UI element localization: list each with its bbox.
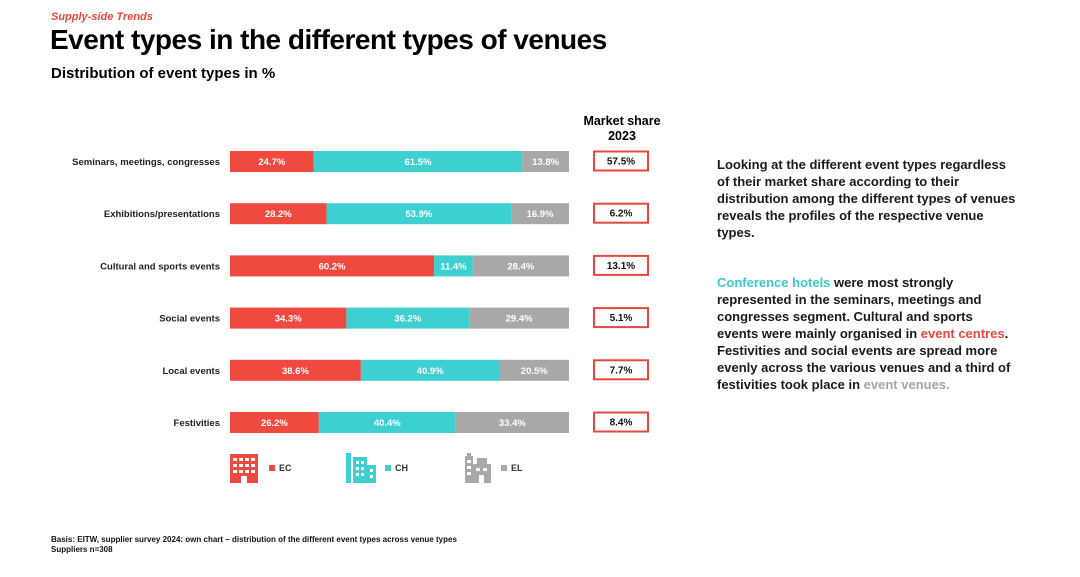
bar-ec-local <box>230 359 361 381</box>
data-label-ec-exhibitions: 28.2% <box>265 209 292 220</box>
bar-ec-exhibitions <box>230 203 327 225</box>
highlight-event-centres: event centres <box>920 326 1005 341</box>
data-label-el-cultural-sports: 28.4% <box>507 261 534 272</box>
market-share-value-festivities: 8.4% <box>610 418 633 429</box>
event-centre-building-icon <box>230 454 258 483</box>
market-share-header-line1: Market share <box>583 114 661 128</box>
data-label-ec-festivities: 26.2% <box>261 418 288 429</box>
legend-label-ch: CH <box>385 463 408 473</box>
bar-ec-cultural-sports <box>230 255 435 277</box>
market-share-value-cultural-sports: 13.1% <box>607 261 635 272</box>
legend-label-el: EL <box>501 463 523 473</box>
data-label-ch-exhibitions: 53.9% <box>405 209 432 220</box>
data-label-el-seminars: 13.8% <box>532 157 559 168</box>
category-label-festivities: Festivities <box>174 418 220 429</box>
source-footnote: Basis: EITW, supplier survey 2024: own c… <box>51 535 457 555</box>
market-share-header-line2: 2023 <box>608 129 636 143</box>
data-label-ch-social: 36.2% <box>394 314 421 325</box>
data-label-el-social: 29.4% <box>506 314 533 325</box>
legend-swatch-ch <box>385 464 391 471</box>
event-location-building-icon <box>465 453 491 483</box>
paragraph-text: . Festivities and social events are spre… <box>717 326 1011 392</box>
data-label-el-exhibitions: 16.9% <box>527 209 554 220</box>
bar-ch-festivities <box>318 412 456 433</box>
description-paragraph-1: Looking at the different event types reg… <box>717 157 1016 240</box>
page-title: Event types in the different types of ve… <box>50 24 607 55</box>
bar-ch-exhibitions <box>326 203 512 225</box>
category-label-seminars: Seminars, meetings, congresses <box>72 157 220 168</box>
highlight-event-venues: event venues. <box>863 377 950 392</box>
conference-hotel-building-icon <box>346 453 376 483</box>
data-label-ec-local: 38.6% <box>282 366 309 377</box>
market-share-value-seminars: 57.5% <box>607 157 635 168</box>
data-label-ec-social: 34.3% <box>275 314 302 325</box>
bar-el-festivities <box>455 412 569 433</box>
bar-ch-local <box>360 359 500 381</box>
data-label-el-festivities: 33.4% <box>499 418 526 429</box>
legend-item-el: EL <box>463 452 553 484</box>
market-share-box-local <box>593 359 649 381</box>
bar-el-cultural-sports <box>472 255 569 277</box>
legend-item-ch: CH <box>345 452 435 484</box>
legend-text-ch: CH <box>395 463 408 473</box>
category-label-local: Local events <box>162 366 220 377</box>
market-share-box-exhibitions <box>593 202 649 224</box>
footnote-line-2: Suppliers n=308 <box>51 545 113 554</box>
bar-el-exhibitions <box>511 203 569 225</box>
stacked-bar-chart: Seminars, meetings, congresses 24.7% 61.5%… <box>72 150 649 433</box>
chart-subtitle: Distribution of event types in % <box>51 65 276 82</box>
data-label-ch-local: 40.9% <box>417 366 444 377</box>
bar-ec-festivities <box>230 412 319 433</box>
data-label-ec-seminars: 24.7% <box>258 157 285 168</box>
data-label-el-local: 20.5% <box>521 366 548 377</box>
market-share-box-festivities <box>593 411 649 433</box>
bar-ch-social <box>346 307 470 329</box>
legend-swatch-ec <box>269 464 275 471</box>
market-share-value-local: 7.7% <box>610 365 633 376</box>
market-share-box-cultural-sports <box>593 254 649 276</box>
bar-ec-social <box>230 307 347 329</box>
bar-ec-seminars <box>230 151 314 172</box>
description-paragraph-2: Conference hotels were most strongly rep… <box>717 274 1017 393</box>
legend-swatch-el <box>501 464 507 471</box>
highlight-conference-hotels: Conference hotels <box>717 275 831 290</box>
bar-el-seminars <box>522 151 569 172</box>
section-kicker: Supply-side Trends <box>51 11 153 23</box>
category-label-cultural-sports: Cultural and sports events <box>100 261 220 272</box>
legend-label-ec: EC <box>269 463 292 473</box>
bar-el-local <box>499 359 569 381</box>
data-label-ch-cultural-sports: 11.4% <box>440 261 467 272</box>
data-label-ch-festivities: 40.4% <box>374 418 401 429</box>
market-share-value-social: 5.1% <box>610 313 633 324</box>
bar-el-social <box>469 307 569 329</box>
category-label-social: Social events <box>159 314 220 325</box>
category-label-exhibitions: Exhibitions/presentations <box>104 209 220 220</box>
market-share-box-social <box>593 307 649 329</box>
paragraph-text: were most strongly represented in the se… <box>717 275 982 341</box>
bar-ch-cultural-sports <box>434 255 473 277</box>
data-label-ec-cultural-sports: 60.2% <box>319 261 346 272</box>
data-label-ch-seminars: 61.5% <box>405 157 432 168</box>
market-share-value-exhibitions: 6.2% <box>610 209 633 220</box>
legend-item-ec: EC <box>229 452 319 484</box>
market-share-header: Market share 2023 <box>566 114 678 144</box>
legend-text-ec: EC <box>279 463 292 473</box>
market-share-box-seminars <box>593 150 649 172</box>
legend-text-el: EL <box>511 463 523 473</box>
bar-ch-seminars <box>313 151 523 172</box>
footnote-line-1: Basis: EITW, supplier survey 2024: own c… <box>51 535 457 544</box>
